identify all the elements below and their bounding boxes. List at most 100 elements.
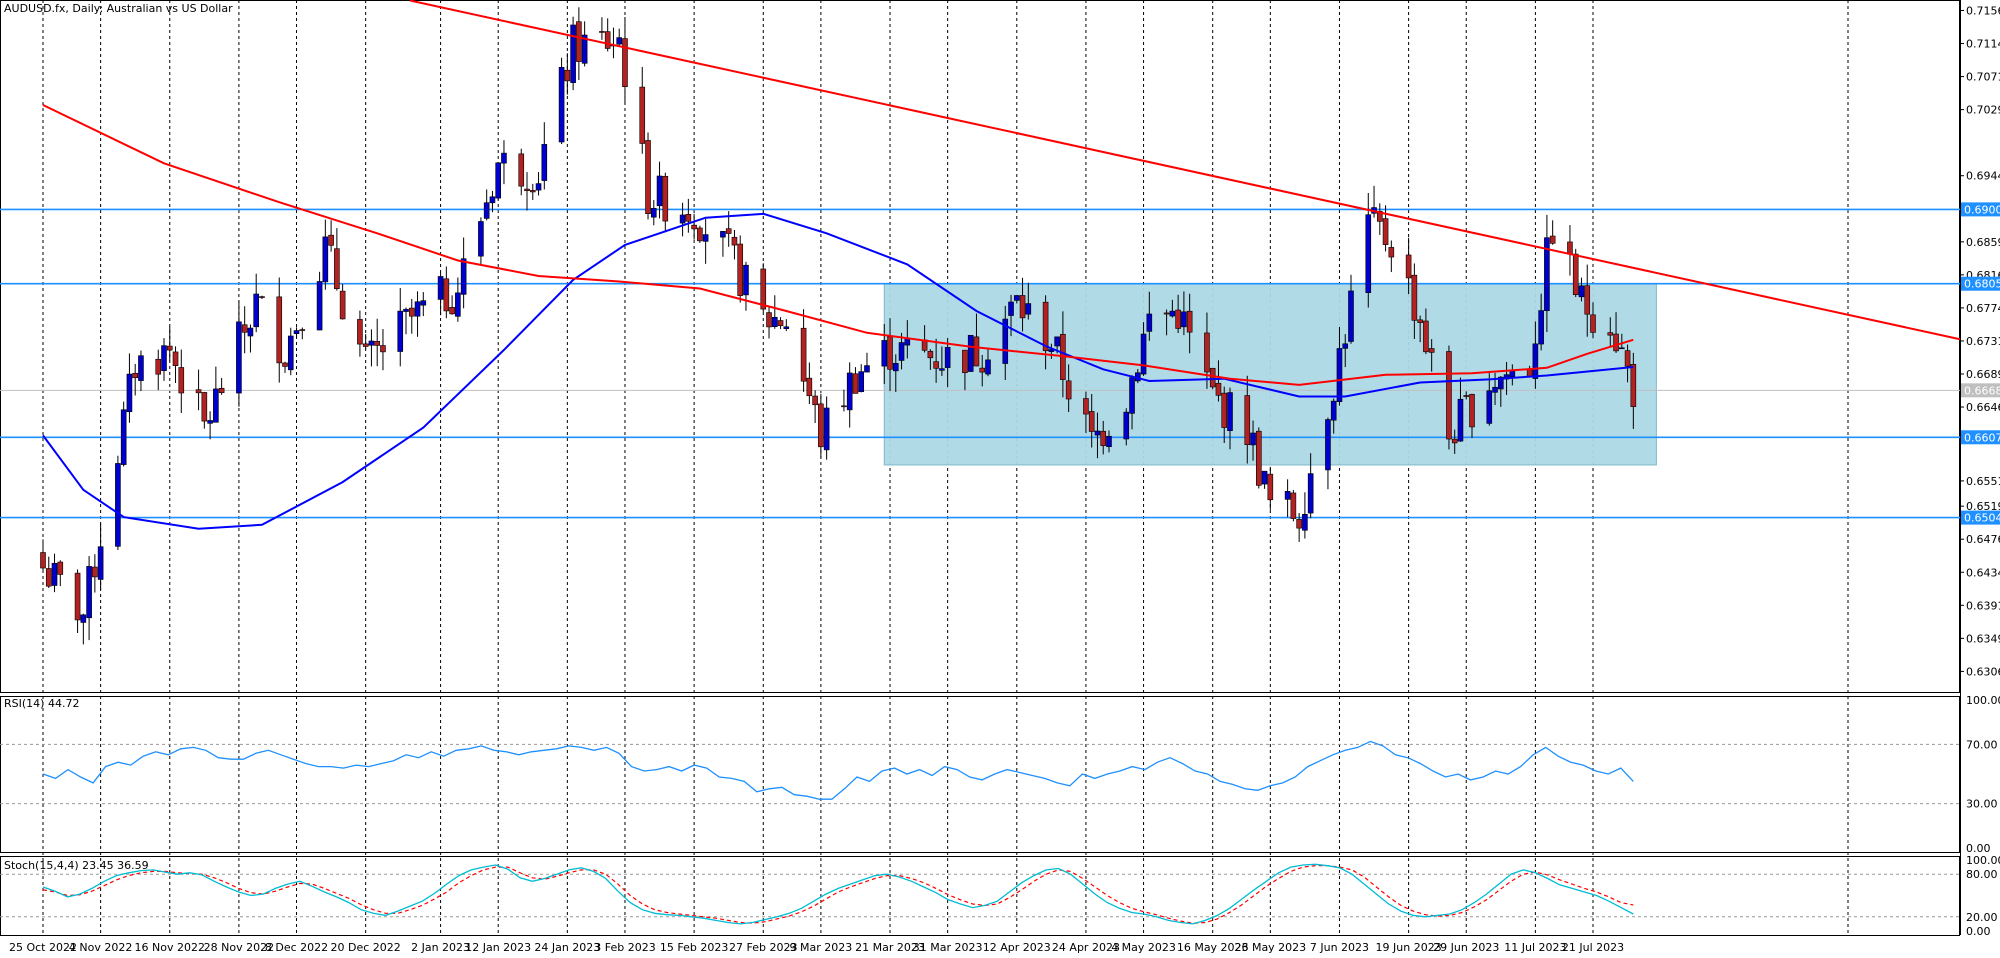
bear-candle	[380, 345, 386, 353]
stoch-pane-frame	[0, 856, 1960, 936]
bull-candle	[904, 338, 911, 346]
bull-candle	[247, 327, 254, 337]
bull-candle	[126, 373, 133, 413]
bear-candle	[645, 140, 651, 214]
bear-candle	[1417, 319, 1423, 323]
bear-candle	[518, 153, 525, 187]
bull-candle	[213, 388, 219, 423]
date-tick-label: 24 Jan 2023	[534, 941, 600, 954]
rsi-tick-label: 70.00	[1966, 738, 1998, 751]
bear-candle	[1567, 241, 1573, 255]
bear-candle	[639, 86, 646, 144]
bear-candle	[334, 248, 340, 289]
bull-candle	[1532, 343, 1539, 379]
bear-candle	[155, 358, 162, 375]
bull-candle	[581, 34, 588, 64]
bull-candle	[1578, 285, 1585, 298]
price-badge-label: 0.66076	[1964, 431, 2000, 444]
bull-candle	[1140, 333, 1147, 375]
bear-candle	[259, 296, 265, 298]
price-tick-label: 0.64765	[1966, 533, 2000, 546]
slow-moving-average	[42, 104, 1634, 386]
bear-candle	[662, 175, 669, 222]
rsi-label: RSI(14) 44.72	[4, 697, 80, 710]
bull-candle	[570, 24, 576, 83]
bear-candle	[299, 329, 306, 331]
bull-candle	[1123, 411, 1130, 440]
bull-candle	[1348, 290, 1354, 342]
bear-candle	[1382, 218, 1389, 245]
bear-candle	[1244, 395, 1251, 446]
bear-candle	[973, 336, 980, 367]
bear-candle	[1469, 393, 1475, 428]
price-tick-label: 0.63490	[1966, 632, 2000, 645]
bear-candle	[1388, 247, 1395, 258]
bull-candle	[1538, 310, 1544, 345]
bear-candle	[1083, 398, 1089, 415]
bear-candle	[599, 31, 605, 33]
bull-candle	[316, 281, 323, 331]
bear-candle	[979, 367, 986, 373]
bull-candle	[403, 308, 409, 312]
date-tick-label: 11 Jul 2023	[1504, 941, 1566, 954]
bull-candle	[1284, 491, 1291, 500]
price-tick-label: 0.65190	[1966, 500, 2000, 513]
bear-candle	[1042, 301, 1049, 352]
bear-candle	[1463, 395, 1470, 397]
bear-candle	[40, 552, 46, 569]
bull-candle	[1492, 386, 1498, 393]
price-tick-label: 0.70290	[1966, 104, 2000, 117]
bear-candle	[339, 290, 346, 320]
bull-candle	[881, 340, 888, 367]
bull-candle	[138, 355, 144, 381]
bull-candle	[120, 409, 127, 465]
bull-candle	[1457, 398, 1464, 442]
bull-candle	[535, 183, 542, 191]
date-tick-label: 2 Jan 2023	[411, 941, 470, 954]
bull-candle	[771, 316, 778, 328]
rsi-line	[42, 740, 1634, 800]
price-tick-label: 0.70715	[1966, 71, 2000, 84]
date-tick-label: 21 Jul 2023	[1562, 941, 1624, 954]
bear-candle	[443, 278, 450, 312]
price-tick-label: 0.69440	[1966, 170, 2000, 183]
bull-candle	[322, 236, 329, 283]
bull-candle	[80, 614, 87, 623]
price-axis-background	[1960, 0, 2000, 958]
bear-candle	[731, 236, 738, 246]
bear-candle	[564, 69, 571, 82]
bear-candle	[927, 350, 934, 359]
price-tick-label: 0.68590	[1966, 236, 2000, 249]
bull-candle	[414, 301, 421, 317]
date-tick-label: 31 Mar 2023	[913, 941, 983, 954]
bear-candle	[1019, 295, 1026, 319]
bear-candle	[1100, 430, 1107, 446]
bull-candle	[1013, 295, 1020, 301]
bear-candle	[1163, 312, 1170, 315]
date-tick-label: 27 Feb 2023	[729, 941, 797, 954]
bull-candle	[1261, 470, 1268, 485]
bull-candle	[1544, 237, 1550, 312]
date-tick-label: 12 Jan 2023	[465, 941, 531, 954]
date-tick-label: 7 Jun 2023	[1310, 941, 1369, 954]
stoch-label: Stoch(15,4,4) 23.45 36.59	[4, 859, 149, 872]
bull-candle	[679, 214, 686, 224]
bear-candle	[622, 38, 628, 88]
bull-candle	[1325, 419, 1331, 471]
bear-candle	[818, 403, 824, 448]
bull-candle	[898, 342, 905, 361]
fast-moving-average	[42, 212, 1634, 530]
bull-candle	[892, 363, 899, 372]
date-tick-label: 15 Feb 2023	[660, 941, 728, 954]
moving-averages	[42, 104, 1634, 530]
rsi-indicator: 100.00 70.00 30.00 0.00	[0, 694, 2000, 855]
date-tick-label: 16 Nov 2022	[135, 941, 205, 954]
bull-candle	[1227, 392, 1233, 431]
bear-candle	[1221, 392, 1228, 428]
bull-candle	[1129, 377, 1135, 414]
price-tick-label: 0.63915	[1966, 599, 2000, 612]
price-tick-label: 0.67315	[1966, 335, 2000, 348]
bull-candle	[293, 330, 300, 335]
bull-candle	[864, 365, 870, 373]
